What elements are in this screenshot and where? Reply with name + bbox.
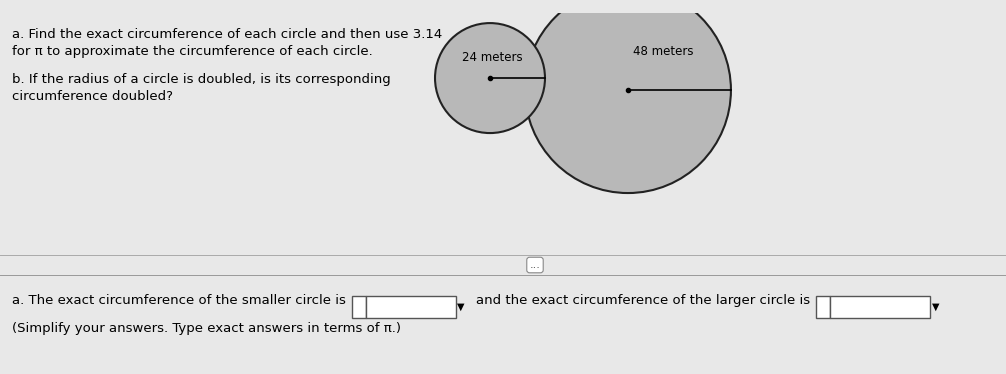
Text: 24 meters: 24 meters xyxy=(462,51,523,64)
Text: for π to approximate the circumference of each circle.: for π to approximate the circumference o… xyxy=(12,45,373,58)
Bar xyxy=(366,296,456,318)
Text: b. If the radius of a circle is doubled, is its corresponding: b. If the radius of a circle is doubled,… xyxy=(12,73,391,86)
Text: and the exact circumference of the larger circle is: and the exact circumference of the large… xyxy=(476,294,810,307)
Text: a. The exact circumference of the smaller circle is: a. The exact circumference of the smalle… xyxy=(12,294,346,307)
Text: 48 meters: 48 meters xyxy=(633,45,693,58)
Text: ▼: ▼ xyxy=(933,302,940,312)
Text: (Simplify your answers. Type exact answers in terms of π.): (Simplify your answers. Type exact answe… xyxy=(12,322,401,335)
Bar xyxy=(816,296,830,318)
Text: a. Find the exact circumference of each circle and then use 3.14: a. Find the exact circumference of each … xyxy=(12,28,443,41)
Circle shape xyxy=(525,0,731,193)
Text: ...: ... xyxy=(529,260,540,270)
Circle shape xyxy=(435,23,545,133)
Bar xyxy=(352,296,366,318)
Text: circumference doubled?: circumference doubled? xyxy=(12,90,173,103)
Bar xyxy=(830,296,930,318)
Text: ▼: ▼ xyxy=(458,302,465,312)
